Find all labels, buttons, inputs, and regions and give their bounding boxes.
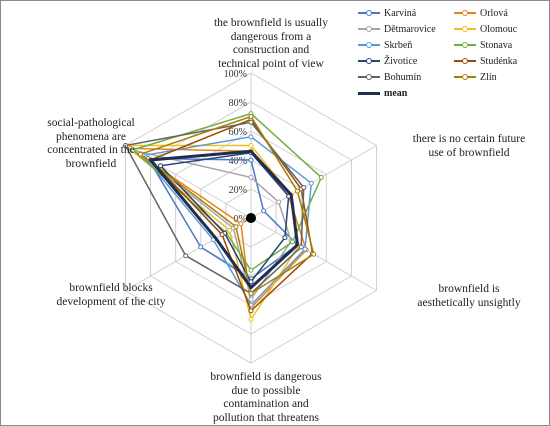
legend-label-9: Zlín bbox=[480, 71, 497, 83]
legend-item-7: Studénka bbox=[454, 55, 548, 67]
legend-item-3: Olomouc bbox=[454, 23, 548, 35]
series-5-point-2 bbox=[289, 239, 295, 245]
tick-label-40: 40% bbox=[229, 156, 247, 167]
series-0-point-1 bbox=[261, 208, 267, 214]
tick-label-100: 100% bbox=[224, 69, 247, 80]
series-7-point-4 bbox=[219, 232, 225, 238]
series-9-point-0 bbox=[248, 114, 254, 119]
series-3-point-0 bbox=[248, 143, 254, 148]
legend-swatch-2 bbox=[358, 24, 380, 34]
series-2-point-3 bbox=[248, 296, 254, 302]
series-2-point-1 bbox=[276, 199, 282, 205]
series-8-point-5 bbox=[122, 143, 128, 148]
series-5-point-5 bbox=[130, 147, 136, 153]
series-8-point-2 bbox=[298, 244, 304, 250]
tick-label-60: 60% bbox=[229, 127, 247, 138]
legend-item-6: Životice bbox=[358, 55, 454, 67]
legend-label-mean: mean bbox=[384, 87, 408, 99]
legend-item-9: Zlín bbox=[454, 71, 548, 83]
legend-label-7: Studénka bbox=[480, 55, 518, 67]
legend-item-1: Orlová bbox=[454, 7, 548, 19]
legend-swatch-8 bbox=[358, 72, 380, 82]
legend-label-4: Skrbeň bbox=[384, 39, 413, 51]
legend-item-5: Stonava bbox=[454, 39, 548, 51]
legend-label-1: Orlová bbox=[480, 7, 508, 19]
series-9-point-3 bbox=[248, 290, 254, 296]
axis-label-aesthetically-unsightly: brownfield is aesthetically unsightly bbox=[417, 283, 521, 309]
mean-line bbox=[149, 149, 299, 290]
legend-label-0: Karviná bbox=[384, 7, 417, 19]
legend-item-8: Bohumín bbox=[358, 71, 454, 83]
legend-swatch-5 bbox=[454, 40, 476, 50]
center-dot bbox=[246, 213, 256, 223]
tick-label-80: 80% bbox=[229, 98, 247, 109]
legend-swatch-3 bbox=[454, 24, 476, 34]
series-4-point-2 bbox=[302, 246, 308, 252]
axis-label-blocks-development: brownfield blocks development of the cit… bbox=[56, 282, 166, 308]
legend-label-6: Životice bbox=[384, 55, 418, 67]
legend-label-3: Olomouc bbox=[480, 23, 518, 35]
series-4-point-1 bbox=[308, 180, 314, 186]
series-8-point-1 bbox=[301, 185, 307, 191]
axis-label-social-pathological: social-pathological phenomena are concen… bbox=[47, 117, 135, 170]
series-line-8 bbox=[124, 121, 305, 295]
axis-label-construction-danger: the brownfield is usually dangerous from… bbox=[213, 17, 329, 70]
series-8-point-4 bbox=[183, 253, 189, 259]
series-5-point-1 bbox=[318, 174, 324, 180]
legend-label-2: Dětmarovice bbox=[384, 23, 436, 35]
radar-tick-labels: 0% 20% 40% 60% 80% 100% bbox=[224, 69, 247, 225]
legend-item-4: Skrbeň bbox=[358, 39, 454, 51]
axis-label-no-future-use: there is no certain future use of brownf… bbox=[412, 133, 526, 159]
legend-swatch-mean bbox=[358, 88, 380, 98]
series-6-point-2 bbox=[282, 235, 288, 241]
series-1-point-4 bbox=[238, 221, 244, 227]
legend-swatch-7 bbox=[454, 56, 476, 66]
series-9-point-1 bbox=[294, 188, 300, 194]
series-3-point-4 bbox=[227, 227, 233, 233]
series-6-point-5 bbox=[158, 163, 164, 169]
tick-label-0: 0% bbox=[234, 214, 247, 225]
series-0-point-4 bbox=[198, 244, 204, 250]
axis-label-contamination-danger: brownfield is dangerous due to possible … bbox=[210, 371, 322, 424]
legend-label-8: Bohumín bbox=[384, 71, 422, 83]
tick-label-20: 20% bbox=[229, 185, 247, 196]
series-2-point-0 bbox=[248, 174, 254, 180]
legend-item-0: Karviná bbox=[358, 7, 454, 19]
series-4-point-0 bbox=[248, 134, 254, 140]
radar-mean-series bbox=[149, 149, 299, 290]
chart-legend: Karviná Orlová Dětmarovice Olomouc Skrbeň Sto… bbox=[358, 7, 548, 99]
series-7-point-3 bbox=[248, 308, 254, 314]
legend-swatch-0 bbox=[358, 8, 380, 18]
legend-swatch-6 bbox=[358, 56, 380, 66]
legend-item-mean: mean bbox=[358, 87, 548, 99]
grid-spoke-1 bbox=[250, 145, 377, 219]
legend-swatch-1 bbox=[454, 8, 476, 18]
series-0-point-0 bbox=[248, 157, 254, 163]
series-3-point-3 bbox=[248, 317, 254, 322]
legend-swatch-9 bbox=[454, 72, 476, 82]
legend-item-2: Dětmarovice bbox=[358, 23, 454, 35]
series-5-point-3 bbox=[248, 267, 254, 273]
series-9-point-4 bbox=[233, 224, 239, 230]
legend-swatch-4 bbox=[358, 40, 380, 50]
series-8-point-0 bbox=[248, 119, 254, 125]
series-9-point-2 bbox=[311, 251, 317, 257]
series-9-point-5 bbox=[137, 151, 143, 157]
legend-label-5: Stonava bbox=[480, 39, 513, 51]
